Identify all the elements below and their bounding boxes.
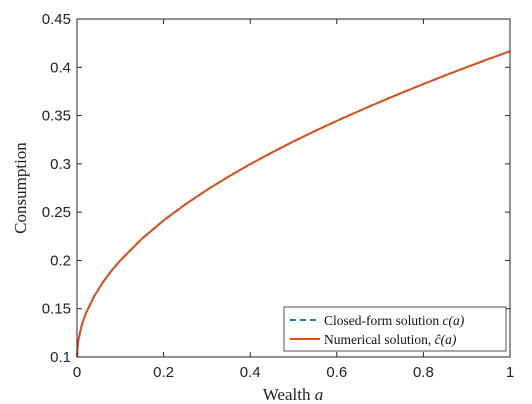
x-axis-label: Wealth a (263, 385, 323, 404)
legend: Closed-form solution c(a) Numerical solu… (283, 306, 507, 352)
legend-label-numerical-math: ĉ(a) (435, 332, 457, 347)
x-tick-label: 0.6 (326, 364, 347, 381)
x-tick-label: 0 (73, 364, 81, 381)
series-layer (76, 50, 511, 358)
y-tick-label: 0.35 (42, 108, 71, 125)
x-tick-label: 1 (506, 364, 514, 381)
y-tick-label: 0.4 (50, 59, 71, 76)
plot-frame (76, 18, 511, 358)
y-tick-label: 0.25 (42, 204, 71, 221)
legend-label-closed-form: Closed-form solution c(a) (324, 313, 465, 328)
y-tick-label: 0.3 (50, 156, 71, 173)
y-tick-label: 0.15 (42, 301, 71, 318)
x-tick-label: 0.2 (153, 364, 174, 381)
ticks-layer (76, 18, 511, 358)
x-axis-label-variable: a (315, 385, 324, 404)
y-axis-label: Consumption (11, 142, 30, 234)
legend-label-numerical-text: Numerical solution, (324, 332, 435, 347)
legend-label-closed-form-text: Closed-form solution (324, 313, 443, 328)
x-axis-label-text: Wealth (263, 385, 315, 404)
legend-label-numerical: Numerical solution, ĉ(a) (324, 332, 457, 347)
series-line-numerical (76, 50, 511, 358)
y-tick-label: 0.2 (50, 252, 71, 269)
tick-labels-layer: 0 0.2 0.4 0.6 0.8 1 0.1 0.15 0.2 0.25 0.3 0.35 0.4 0.… (42, 11, 514, 381)
y-tick-label: 0.1 (50, 349, 71, 366)
y-tick-label: 0.45 (42, 11, 71, 28)
x-tick-label: 0.8 (413, 364, 434, 381)
x-tick-label: 0.4 (240, 364, 261, 381)
legend-label-closed-form-math: c(a) (443, 313, 465, 328)
plot-area (77, 19, 510, 357)
legend-box (283, 306, 507, 352)
